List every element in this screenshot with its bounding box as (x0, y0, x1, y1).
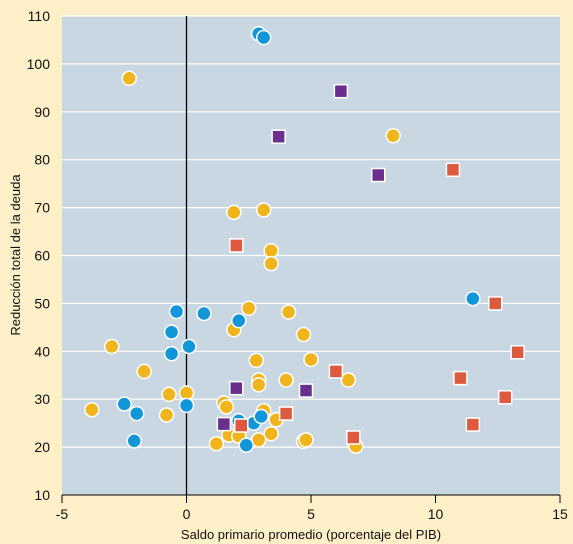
y-axis-ticks: 10 20 30 40 50 60 70 80 90 100 110 (27, 8, 51, 503)
x-tick-label: 5 (307, 506, 315, 522)
x-tick-label: 15 (552, 506, 568, 522)
data-point-circle (255, 29, 272, 46)
data-point-circle (241, 300, 257, 316)
data-point-circle (465, 290, 481, 307)
data-point-circle (263, 255, 279, 272)
data-points (84, 25, 525, 454)
data-point-circle (121, 70, 137, 87)
data-point-circle (181, 338, 197, 355)
data-point-circle (238, 437, 255, 453)
y-tick-label: 40 (34, 343, 50, 359)
data-point-circle (158, 407, 175, 423)
y-tick-label: 30 (34, 391, 50, 407)
data-point-circle (231, 312, 247, 329)
data-point-square (229, 238, 244, 253)
y-tick-label: 50 (34, 295, 50, 311)
data-point-square (333, 83, 349, 99)
data-point-square (216, 416, 232, 432)
data-point-circle (255, 202, 272, 218)
y-tick-label: 70 (34, 200, 50, 216)
data-point-square (465, 417, 481, 432)
data-point-circle (263, 425, 279, 442)
data-point-circle (196, 305, 212, 322)
data-point-square (497, 390, 513, 405)
data-point-square (445, 162, 461, 178)
x-tick-label: 0 (183, 506, 191, 522)
y-tick-label: 90 (34, 104, 50, 120)
data-point-square (346, 430, 361, 445)
data-point-circle (295, 326, 312, 343)
data-point-square (453, 370, 468, 386)
data-point-circle (126, 433, 142, 449)
data-point-square (510, 345, 525, 360)
data-point-circle (340, 372, 357, 388)
data-point-circle (303, 351, 319, 368)
data-point-square (328, 364, 344, 379)
y-tick-label: 20 (34, 439, 50, 455)
data-point-circle (161, 386, 177, 403)
data-point-circle (226, 204, 242, 221)
y-tick-label: 110 (28, 8, 51, 24)
data-point-circle (253, 408, 269, 425)
y-tick-label: 10 (34, 487, 50, 503)
y-tick-label: 60 (34, 248, 50, 264)
data-point-circle (168, 303, 185, 320)
y-tick-label: 80 (34, 152, 50, 168)
data-point-circle (84, 401, 100, 418)
data-point-circle (250, 377, 267, 393)
data-point-square (298, 383, 314, 398)
data-point-square (234, 418, 249, 433)
data-point-circle (278, 372, 294, 388)
data-point-circle (136, 363, 152, 380)
data-point-circle (178, 397, 195, 414)
data-point-circle (298, 432, 314, 448)
y-axis-title: Reducción total de la deuda (8, 174, 23, 336)
grid-lines (62, 15, 560, 448)
data-point-square (271, 129, 286, 144)
x-tick-label: -5 (56, 506, 69, 522)
data-point-circle (104, 338, 120, 355)
x-axis-ticks: -5 0 5 10 15 (56, 495, 568, 522)
data-point-circle (163, 345, 180, 362)
x-tick-label: 10 (428, 506, 444, 522)
data-point-circle (128, 405, 145, 422)
data-point-circle (248, 352, 264, 369)
data-point-square (278, 406, 294, 421)
y-tick-label: 100 (27, 56, 51, 72)
data-point-circle (163, 324, 180, 340)
data-point-circle (263, 242, 279, 259)
data-point-circle (218, 399, 235, 415)
data-point-circle (116, 396, 132, 412)
data-point-circle (385, 128, 401, 144)
data-point-square (488, 296, 503, 311)
data-point-square (370, 167, 386, 183)
data-point-circle (208, 435, 225, 452)
x-axis-title: Saldo primario promedio (porcentaje del … (181, 527, 441, 542)
data-point-square (229, 380, 244, 396)
data-point-circle (280, 304, 297, 320)
